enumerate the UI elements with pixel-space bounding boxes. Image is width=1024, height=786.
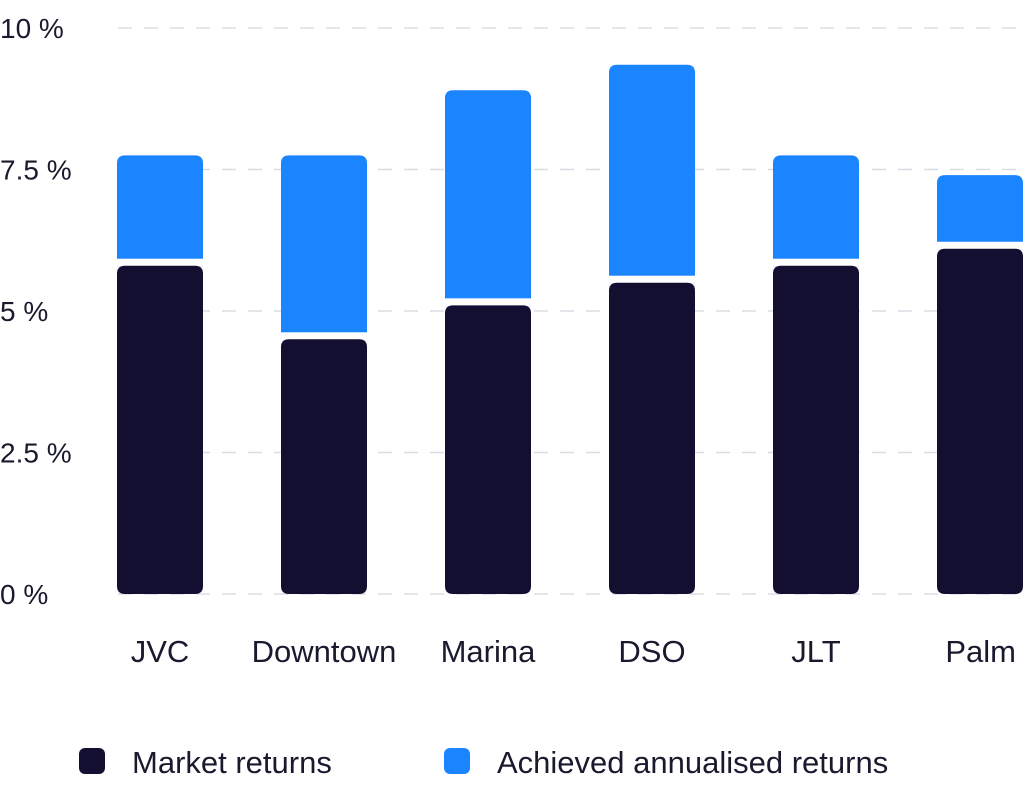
bar-group-jlt[interactable]: [772, 155, 860, 594]
bar-group-marina[interactable]: [444, 90, 532, 594]
bar-achieved-jvc: [117, 155, 203, 267]
bar-market-downtown: [281, 339, 367, 594]
bar-group-downtown[interactable]: [280, 155, 368, 594]
y-tick-label: 7.5 %: [0, 155, 72, 186]
legend-label-market: Market returns: [132, 745, 332, 780]
bar-group-dso[interactable]: [608, 64, 696, 594]
bar-achieved-marina: [445, 90, 531, 307]
bar-achieved-palm: [937, 175, 1023, 250]
x-tick-label: JVC: [131, 634, 190, 669]
legend: Market returns Achieved annualised retur…: [79, 745, 888, 780]
x-tick-label: JLT: [791, 634, 840, 669]
bar-achieved-downtown: [281, 155, 367, 341]
bar-separator: [280, 332, 368, 341]
legend-item-market[interactable]: Market returns: [79, 745, 332, 780]
legend-label-achieved: Achieved annualised returns: [497, 745, 888, 780]
bar-separator: [444, 298, 532, 307]
y-tick-label: 10 %: [0, 13, 64, 44]
legend-swatch-market: [79, 748, 105, 774]
gridlines: [118, 27, 1024, 595]
y-axis-ticks: 0 % 2.5 % 5 % 7.5 % 10 %: [0, 13, 72, 610]
bar-market-marina: [445, 305, 531, 594]
bar-achieved-dso: [609, 64, 695, 284]
y-tick-label: 0 %: [0, 579, 48, 610]
legend-swatch-achieved: [444, 748, 470, 774]
bar-separator: [116, 258, 204, 267]
x-tick-label: Marina: [441, 634, 537, 669]
bar-separator: [936, 241, 1024, 250]
bar-market-jvc: [117, 265, 203, 594]
bar-group-palm[interactable]: [936, 175, 1024, 595]
bar-separator: [608, 275, 696, 284]
bar-market-dso: [609, 282, 695, 594]
bar-achieved-jlt: [773, 155, 859, 267]
bar-market-palm: [937, 248, 1023, 595]
x-tick-label: Downtown: [252, 634, 397, 669]
y-tick-label: 5 %: [0, 296, 48, 327]
y-tick-label: 2.5 %: [0, 438, 72, 469]
x-axis-labels: JVC Downtown Marina DSO JLT Palm: [131, 634, 1016, 669]
x-tick-label: DSO: [618, 634, 685, 669]
bar-market-jlt: [773, 265, 859, 594]
x-tick-label: Palm: [945, 634, 1016, 669]
bar-group-jvc[interactable]: [116, 155, 204, 594]
bars: [116, 64, 1024, 595]
legend-item-achieved[interactable]: Achieved annualised returns: [444, 745, 888, 780]
bar-separator: [772, 258, 860, 267]
